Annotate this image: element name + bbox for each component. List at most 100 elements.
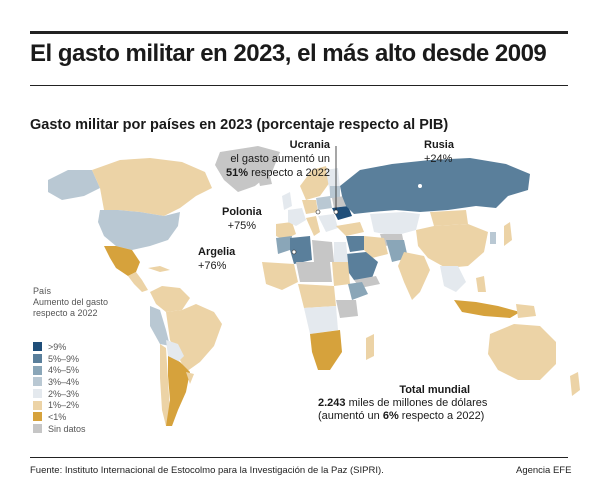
legend-label: <1% xyxy=(48,411,67,422)
map-canada xyxy=(92,158,212,216)
ucrania-note-line2: respecto a 2022 xyxy=(248,167,330,179)
map-germany xyxy=(302,200,318,214)
footer-divider xyxy=(30,457,568,458)
ucrania-marker xyxy=(333,209,339,215)
rusia-label: Rusia xyxy=(424,139,454,151)
map-indonesia xyxy=(454,300,520,318)
legend-label: >9% xyxy=(48,341,67,352)
legend-item: >9% xyxy=(33,341,108,353)
world-map xyxy=(48,146,580,426)
map-cuba xyxy=(148,266,170,272)
argelia-annotation: Argelia +76% xyxy=(198,245,235,273)
polonia-label: Polonia xyxy=(222,206,262,218)
rusia-annotation: Rusia +24% xyxy=(424,138,454,166)
map-iran xyxy=(362,236,388,258)
ucrania-note: el gasto aumentó un 51% respecto a 2022 xyxy=(214,152,330,180)
total-block: Total mundial 2.243 miles de millones de… xyxy=(318,384,487,423)
legend-swatch xyxy=(33,400,42,410)
map-central-america xyxy=(128,272,148,292)
map-uk xyxy=(282,192,292,210)
title-divider xyxy=(30,85,568,86)
map-turkey xyxy=(336,222,364,236)
map-algeria xyxy=(290,236,312,264)
legend-item: 3%–4% xyxy=(33,376,108,388)
legend-item: <1% xyxy=(33,411,108,423)
map-poland xyxy=(316,196,332,210)
legend-swatch xyxy=(33,412,42,422)
map-saudi-arabia xyxy=(344,252,378,280)
ucrania-annotation: Ucrania xyxy=(262,138,330,152)
legend-label: 3%–4% xyxy=(48,376,80,387)
argelia-value: +76% xyxy=(198,260,227,272)
map-libya xyxy=(312,240,334,262)
map-alaska xyxy=(48,170,100,200)
rusia-marker xyxy=(418,184,422,188)
map-japan xyxy=(504,222,512,246)
map-iberia xyxy=(276,222,296,240)
map-russia xyxy=(340,158,530,214)
legend-item: 4%–5% xyxy=(33,364,108,376)
map-balkans xyxy=(318,214,338,232)
map-sudan xyxy=(332,262,350,286)
map-congo-angola xyxy=(304,306,338,334)
map-uruguay xyxy=(186,372,194,384)
map-philippines xyxy=(476,276,486,292)
map-egypt xyxy=(334,242,348,262)
total-change-post: respecto a 2022) xyxy=(398,410,485,422)
ucrania-label: Ucrania xyxy=(289,139,330,151)
map-mongolia xyxy=(430,210,468,226)
map-chad-niger xyxy=(296,262,332,282)
total-amount-unit: miles de millones de dólares xyxy=(345,397,488,409)
legend-label: 5%–9% xyxy=(48,353,80,364)
map-iceland xyxy=(258,176,272,186)
map-greenland xyxy=(215,146,280,192)
argelia-label: Argelia xyxy=(198,246,236,258)
map-east-africa xyxy=(336,300,358,318)
map-kazakhstan xyxy=(370,212,420,236)
legend-swatch xyxy=(33,424,42,434)
legend-label: 2%–3% xyxy=(48,388,80,399)
map-chile xyxy=(160,344,170,426)
legend-item: Sin datos xyxy=(33,423,108,435)
map-argentina xyxy=(166,356,190,426)
legend-item: 1%–2% xyxy=(33,399,108,411)
map-west-africa xyxy=(262,262,298,290)
legend-swatch xyxy=(33,354,42,364)
map-morocco xyxy=(276,236,292,254)
map-madagascar xyxy=(366,334,374,360)
map-central-africa xyxy=(298,284,336,308)
total-change-value: 6% xyxy=(382,410,399,422)
legend-item: 5%–9% xyxy=(33,353,108,365)
legend-label: Sin datos xyxy=(48,423,86,434)
chart-subtitle: Gasto militar por países en 2023 (porcen… xyxy=(30,117,449,133)
map-ethiopia xyxy=(348,282,368,300)
map-belarus xyxy=(332,196,346,208)
legend-swatch xyxy=(33,389,42,399)
map-southeast-asia xyxy=(440,266,466,292)
ucrania-note-line1: el gasto aumentó un xyxy=(230,153,330,165)
map-china xyxy=(416,224,488,268)
polonia-annotation: Polonia +75% xyxy=(222,205,262,233)
polonia-marker xyxy=(315,209,321,215)
map-iraq-syria xyxy=(346,236,364,252)
map-scandinavia xyxy=(300,166,330,200)
ucrania-value: 51% xyxy=(226,167,249,179)
map-australia xyxy=(488,324,556,380)
total-change-pre: (aumentó un xyxy=(318,410,383,422)
legend-label: 1%–2% xyxy=(48,400,80,411)
legend-swatch xyxy=(33,377,42,387)
page-title: El gasto militar en 2023, el más alto de… xyxy=(30,40,547,67)
polonia-value: +75% xyxy=(227,220,257,232)
legend-header-line2: Aumento del gasto xyxy=(33,297,109,307)
map-usa xyxy=(98,210,180,250)
argelia-marker xyxy=(291,249,297,255)
map-new-guinea xyxy=(516,304,536,318)
map-colombia-venezuela xyxy=(150,286,190,312)
map-baltics xyxy=(330,186,340,198)
credit: Agencia EFE xyxy=(516,465,572,476)
map-peru xyxy=(150,306,170,346)
legend-label: 4%–5% xyxy=(48,365,80,376)
map-southern-africa xyxy=(310,330,342,370)
map-ukraine xyxy=(332,206,352,220)
legend-swatch xyxy=(33,342,42,352)
